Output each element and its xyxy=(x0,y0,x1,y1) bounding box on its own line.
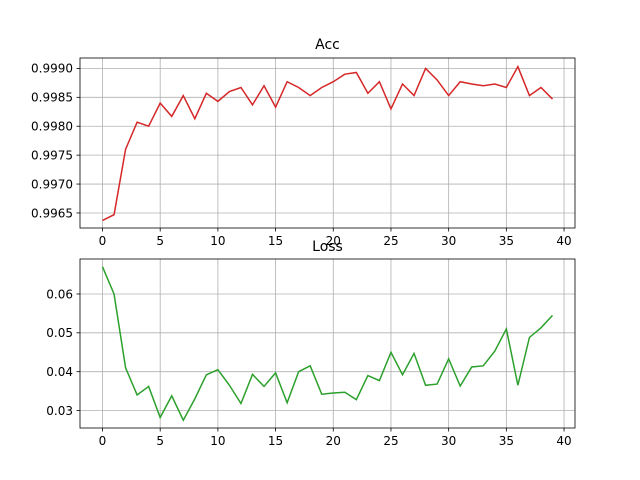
x-tick-label: 10 xyxy=(210,234,225,248)
x-tick-label: 35 xyxy=(499,434,514,448)
x-tick-label: 35 xyxy=(499,234,514,248)
x-tick-label: 20 xyxy=(326,434,341,448)
series-line xyxy=(101,266,554,422)
x-tick-label: 5 xyxy=(156,434,164,448)
x-ticks: 0 5 10 15 20 25 30 35 40 xyxy=(99,428,572,448)
x-tick-label: 30 xyxy=(441,234,456,248)
x-tick-label: 40 xyxy=(556,434,571,448)
y-tick-label: 0.9985 xyxy=(31,91,73,105)
y-tick-label: 0.03 xyxy=(46,404,73,418)
y-tick-label: 0.9990 xyxy=(31,62,73,76)
x-tick-label: 10 xyxy=(210,434,225,448)
y-tick-label: 0.9980 xyxy=(31,120,73,134)
grid xyxy=(80,58,575,228)
y-tick-label: 0.04 xyxy=(46,365,73,379)
chart-title: Acc xyxy=(315,37,340,53)
x-tick-label: 25 xyxy=(383,234,398,248)
x-tick-label: 0 xyxy=(99,234,107,248)
y-ticks: 0.9965 0.9970 0.9975 0.9980 0.9985 0.9990 xyxy=(31,62,80,220)
axes-frame xyxy=(79,258,576,429)
chart-loss: 0 5 10 15 20 25 30 35 40 0.03 0.04 0.05 0.06 Loss xyxy=(46,239,576,448)
y-tick-label: 0.9975 xyxy=(31,148,73,162)
y-ticks: 0.03 0.04 0.05 0.06 xyxy=(46,287,80,418)
x-ticks: 0 5 10 15 20 25 30 35 40 xyxy=(99,228,572,248)
chart-acc: Acc 0 5 10 15 20 25 30 35 40 0.99650.99700.99750… xyxy=(31,37,576,248)
grid xyxy=(80,259,575,428)
x-tick-label: 20 xyxy=(326,234,341,248)
y-tick-label: 0.9965 xyxy=(31,206,73,220)
x-tick-label: 30 xyxy=(441,434,456,448)
y-tick-label: 0.9970 xyxy=(31,177,73,191)
x-tick-label: 15 xyxy=(268,434,283,448)
x-tick-label: 25 xyxy=(383,434,398,448)
y-tick-label: 0.06 xyxy=(46,287,73,301)
axes-frame xyxy=(79,57,576,229)
x-tick-label: 15 xyxy=(268,234,283,248)
x-tick-label: 40 xyxy=(556,234,571,248)
x-tick-label: 5 xyxy=(156,234,164,248)
chart-title: Loss xyxy=(312,239,343,255)
y-tick-label: 0.05 xyxy=(46,326,73,340)
x-tick-label: 0 xyxy=(99,434,107,448)
series-line xyxy=(102,64,554,222)
